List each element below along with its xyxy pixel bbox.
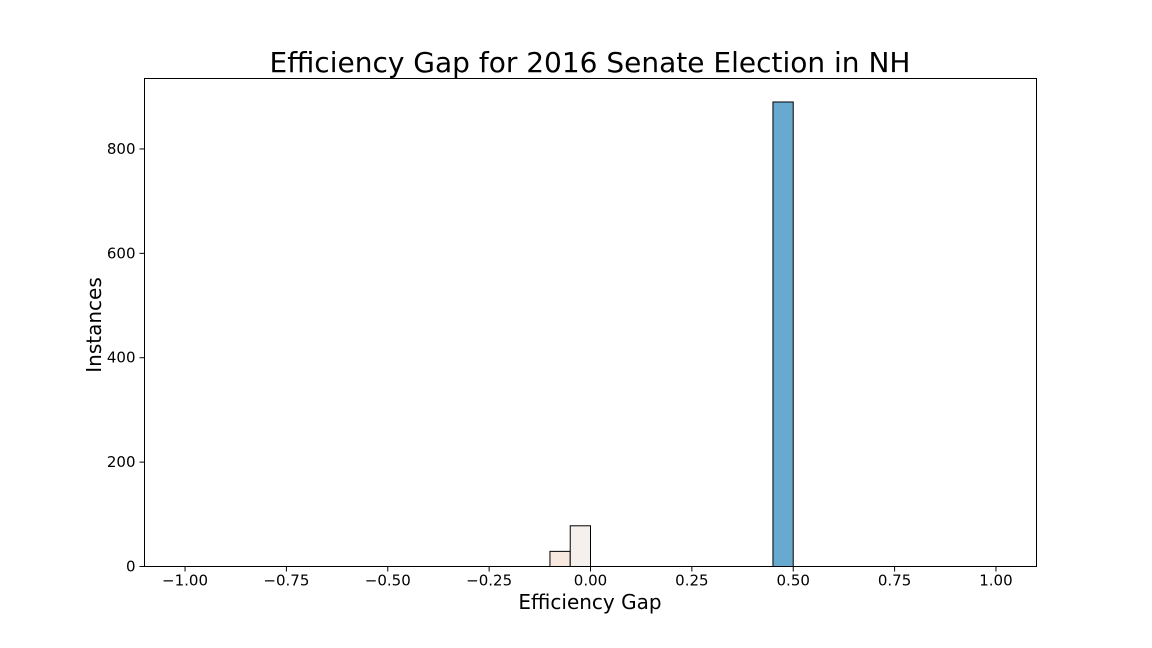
x-tick-label: −0.25 xyxy=(466,572,512,590)
x-axis-ticks: −1.00 −0.75 −0.50 −0.25 0.00 0.25 0.50 0.75 1.00 xyxy=(162,566,1013,590)
y-axis-ticks: 0 200 400 600 800 xyxy=(107,140,145,576)
y-tick-label: 200 xyxy=(107,453,136,471)
y-tick-label: 400 xyxy=(107,349,136,367)
x-tick-label: −0.50 xyxy=(365,572,411,590)
x-tick-label: 0.75 xyxy=(878,572,911,590)
chart-title: Efficiency Gap for 2016 Senate Election … xyxy=(270,46,911,79)
x-tick-label: 0.00 xyxy=(574,572,607,590)
histogram-bar xyxy=(549,550,571,568)
plot-area-frame xyxy=(144,78,1037,567)
histogram-bar xyxy=(772,101,794,567)
x-tick-label: 1.00 xyxy=(979,572,1012,590)
y-tick-label: 800 xyxy=(107,140,136,158)
bars-group xyxy=(549,101,794,568)
x-tick-label: −0.75 xyxy=(263,572,309,590)
y-tick-label: 600 xyxy=(107,244,136,262)
x-tick-label: 0.50 xyxy=(777,572,810,590)
histogram-bar xyxy=(569,525,592,568)
x-tick-label: 0.25 xyxy=(675,572,708,590)
y-axis-label: Instances xyxy=(82,277,106,373)
y-tick-label: 0 xyxy=(126,558,136,576)
x-axis-label: Efficiency Gap xyxy=(518,590,661,614)
x-tick-label: −1.00 xyxy=(162,572,208,590)
